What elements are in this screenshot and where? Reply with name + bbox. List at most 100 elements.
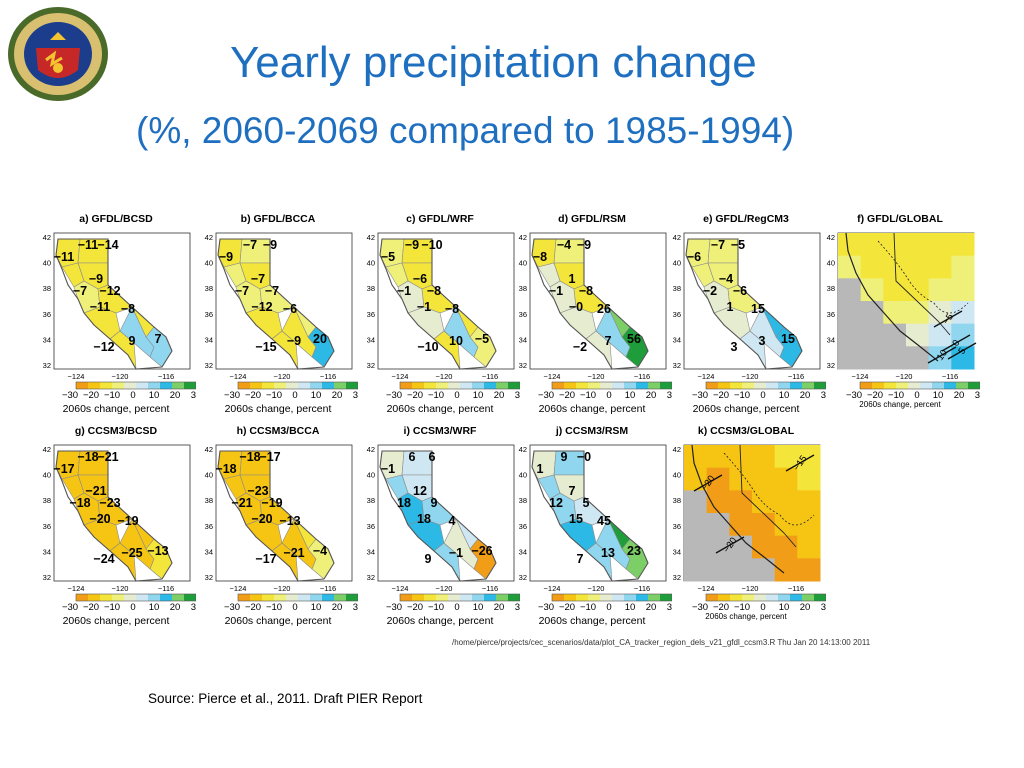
grid-cell — [906, 278, 930, 302]
region-value-label: −23 — [99, 496, 120, 510]
grid-cell — [684, 445, 708, 469]
region-value-label: −0 — [577, 450, 591, 464]
region-value-label: −7 — [711, 238, 725, 252]
colorbar-tick-label: 0 — [760, 390, 765, 401]
region-value-label: −18 — [239, 450, 260, 464]
grid-cell — [860, 346, 884, 370]
colorbar-segment — [884, 382, 897, 389]
lon-tick-label: −116 — [482, 584, 498, 593]
grid-cell — [774, 445, 798, 469]
colorbar-segment — [564, 594, 577, 601]
lon-tick-label: −120 — [112, 584, 129, 593]
region-value-label: −6 — [283, 302, 297, 316]
colorbar-segment — [730, 382, 743, 389]
grid-cell — [752, 513, 776, 537]
grid-cell — [838, 323, 862, 347]
region-value-label: −19 — [261, 496, 282, 510]
lat-tick-label: 38 — [205, 496, 213, 505]
colorbar-tick-label: −30 — [224, 602, 240, 613]
lat-tick-label: 38 — [519, 284, 527, 293]
grid-cell — [860, 255, 884, 279]
colorbar-segment — [660, 594, 672, 601]
colorbar-tick-label: 0 — [914, 390, 919, 401]
colorbar-tick-label: −10 — [266, 390, 282, 401]
colorbar-label: 2060s change, percent — [386, 403, 494, 415]
colorbar-tick-label: 30 — [821, 390, 826, 401]
lat-tick-label: 40 — [43, 471, 51, 480]
region-value-label: −5 — [475, 332, 489, 346]
region-value-label: 3 — [731, 340, 738, 354]
lon-tick-label: −124 — [392, 584, 409, 593]
lon-tick-label: −120 — [112, 372, 129, 381]
colorbar-tick-label: −30 — [386, 390, 402, 401]
lat-tick-label: 42 — [43, 445, 51, 454]
region-value-label: −12 — [93, 340, 114, 354]
colorbar-segment — [496, 594, 509, 601]
colorbar-tick-label: −20 — [245, 390, 261, 401]
grid-cell — [706, 445, 730, 469]
lat-tick-label: 42 — [205, 445, 213, 454]
map-panel: i) CCSM3/WRF 42 40 38 36 34 32 −1 6 6 12 18 9 18 4 9 −1−… — [360, 425, 520, 629]
region-fill — [259, 496, 295, 526]
lat-tick-label: 32 — [43, 573, 51, 582]
lat-tick-label: 40 — [205, 471, 213, 480]
region-value-label: −2 — [703, 284, 717, 298]
region-value-label: −18 — [215, 462, 236, 476]
lat-tick-label: 34 — [519, 335, 527, 344]
colorbar-label: 2060s change, percent — [62, 615, 170, 627]
region-value-label: 23 — [627, 544, 641, 558]
colorbar-tick-label: 10 — [625, 390, 636, 401]
colorbar-tick-label: 30 — [191, 390, 196, 401]
colorbar-segment — [508, 382, 520, 389]
grid-cell — [951, 301, 975, 325]
colorbar-tick-label: −10 — [734, 602, 750, 613]
colorbar-segment — [76, 594, 89, 601]
lat-tick-label: 34 — [43, 547, 51, 556]
region-value-label: −21 — [85, 484, 106, 498]
lat-tick-label: 38 — [673, 496, 681, 505]
colorbar-segment — [310, 382, 323, 389]
colorbar-segment — [400, 382, 413, 389]
region-value-label: −9 — [263, 238, 277, 252]
colorbar-segment — [790, 382, 803, 389]
colorbar-segment — [160, 382, 173, 389]
region-value-label: 13 — [601, 546, 615, 560]
lon-tick-label: −116 — [634, 372, 650, 381]
colorbar-tick-label: 20 — [494, 602, 505, 613]
lat-tick-label: 32 — [519, 573, 527, 582]
lon-tick-label: −120 — [274, 372, 291, 381]
lat-tick-label: 42 — [519, 445, 527, 454]
map-panel: j) CCSM3/RSM 42 40 38 36 34 32 1 9 −0 7 12 5 15 45 7 13 2… — [512, 425, 672, 629]
colorbar-label: 2060s change, percent — [692, 403, 800, 415]
region-value-label: −20 — [89, 512, 110, 526]
colorbar-segment — [472, 594, 485, 601]
grid-cell — [752, 467, 776, 491]
region-value-label: −5 — [381, 250, 395, 264]
contour-label: 5 — [956, 346, 968, 357]
region-value-label: −10 — [417, 340, 438, 354]
region-value-label: −8 — [533, 250, 547, 264]
region-value-label: −20 — [251, 512, 272, 526]
colorbar-segment — [600, 382, 613, 389]
colorbar-label: 2060s change, percent — [386, 615, 494, 627]
lat-tick-label: 42 — [519, 233, 527, 242]
grid-cell — [729, 490, 753, 514]
colorbar-segment — [636, 594, 649, 601]
colorbar-segment — [238, 382, 251, 389]
colorbar-segment — [112, 382, 125, 389]
colorbar-segment — [274, 382, 287, 389]
lon-tick-label: −120 — [588, 372, 605, 381]
region-value-label: 15 — [781, 332, 795, 346]
colorbar-tick-label: −10 — [428, 602, 444, 613]
grid-cell — [774, 535, 798, 559]
colorbar-label: 2060s change, percent — [705, 612, 787, 621]
colorbar-segment — [472, 382, 485, 389]
grid-cell — [906, 255, 930, 279]
colorbar-segment — [346, 382, 358, 389]
lat-tick-label: 40 — [519, 471, 527, 480]
lat-tick-label: 34 — [205, 335, 213, 344]
region-value-label: −17 — [255, 552, 276, 566]
colorbar-segment — [564, 382, 577, 389]
